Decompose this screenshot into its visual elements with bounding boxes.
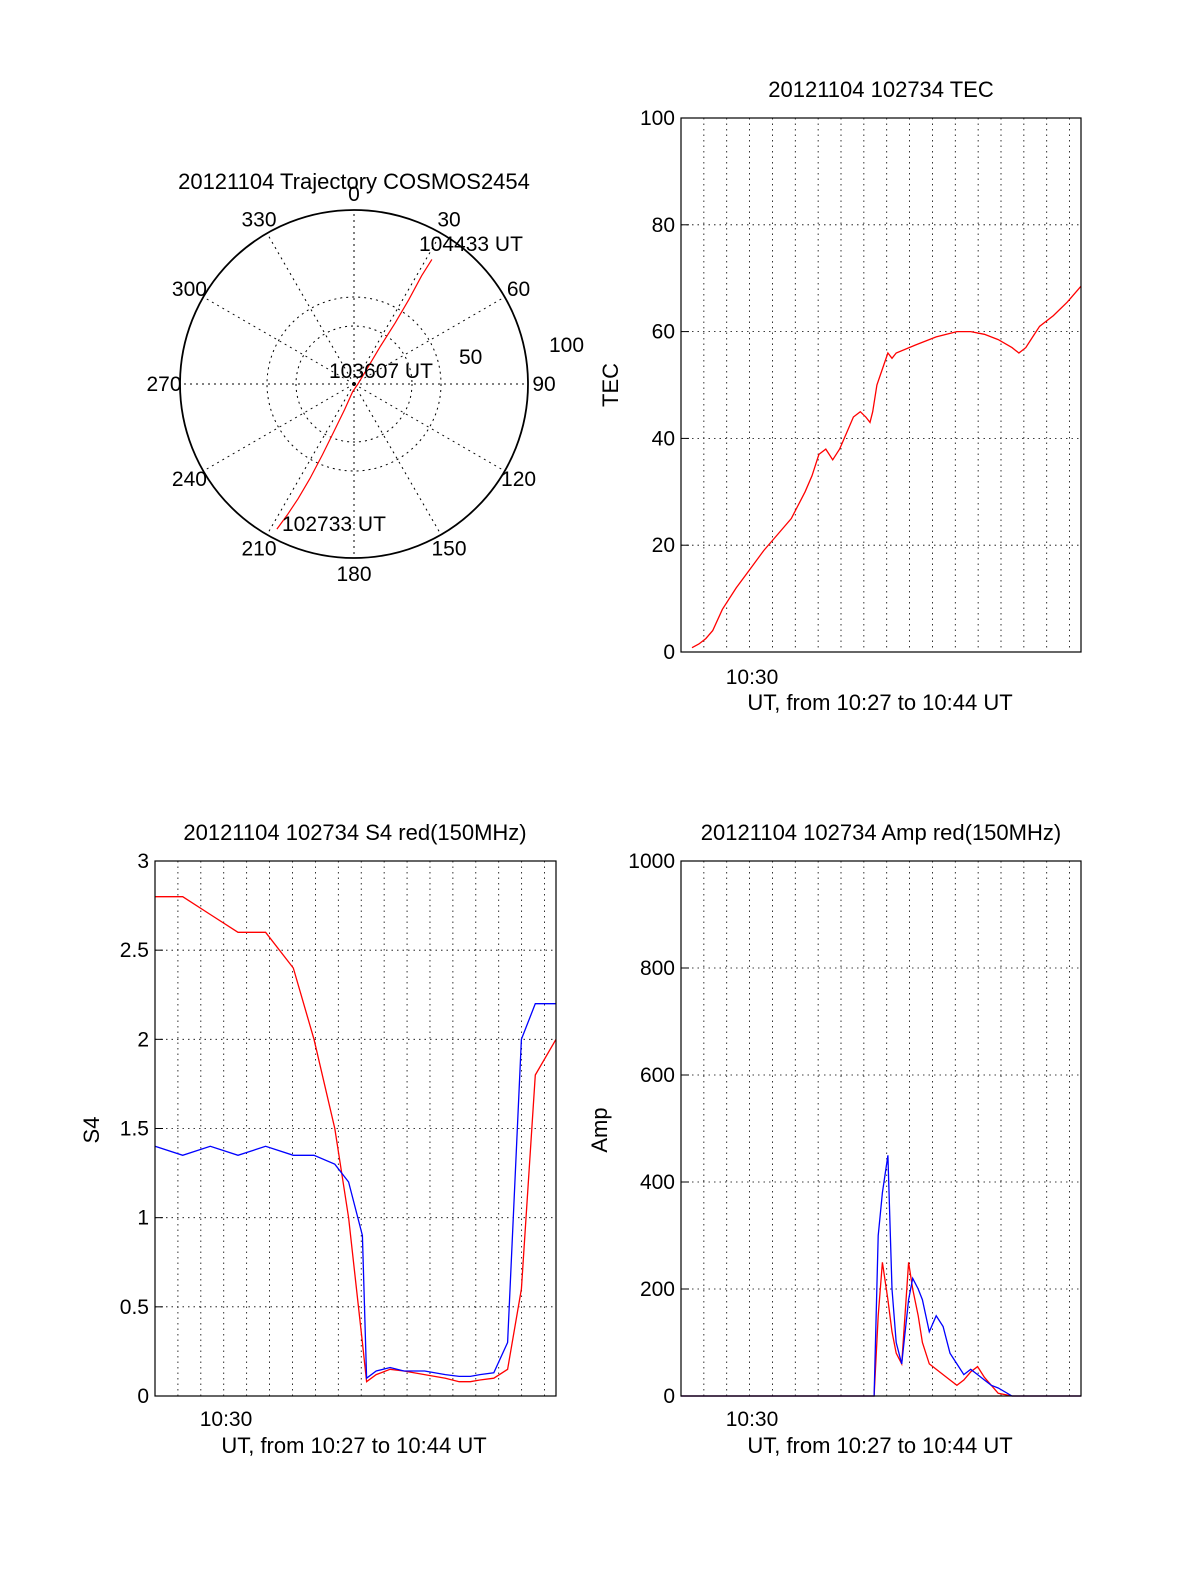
- x-axis-label: UT, from 10:27 to 10:44 UT: [747, 1433, 1012, 1458]
- trajectory-track: [276, 259, 433, 530]
- mid-time-label: 103607 UT: [329, 360, 433, 383]
- y-tick-label: 0.5: [120, 1296, 149, 1319]
- polar-grid-spoke: [266, 233, 355, 385]
- x-axis-label: UT, from 10:27 to 10:44 UT: [747, 690, 1012, 715]
- y-tick-label: 0: [663, 1385, 675, 1408]
- polar-grid-spoke: [203, 296, 355, 385]
- polar-grid-spoke: [203, 383, 355, 472]
- azimuth-label: 0: [348, 183, 360, 206]
- y-axis-label: TEC: [598, 363, 623, 407]
- azimuth-label: 60: [507, 278, 530, 301]
- azimuth-label: 270: [146, 373, 181, 396]
- azimuth-label: 210: [241, 538, 276, 561]
- y-axis-label: S4: [79, 1117, 104, 1144]
- trajectory-polar-chart: 20121104 Trajectory COSMOS2454 0 30 60 90 12…: [146, 169, 584, 586]
- polar-grid-spoke: [353, 296, 505, 385]
- y-tick-label: 200: [640, 1278, 675, 1301]
- y-tick-label: 1.5: [120, 1118, 149, 1141]
- series-line-1: [154, 1003, 556, 1380]
- y-tick-label: 3: [137, 850, 149, 873]
- radial-label-100: 100: [549, 334, 584, 357]
- azimuth-label: 240: [172, 468, 207, 491]
- azimuth-label: 180: [336, 563, 371, 586]
- x-tick-label: 10:30: [200, 1408, 253, 1431]
- y-tick-label: 1: [137, 1207, 149, 1230]
- y-tick-label: 20: [652, 534, 675, 557]
- tec-chart: 20121104 102734 TEC TEC UT, from 10:27 t…: [598, 77, 1082, 715]
- x-axis-label: UT, from 10:27 to 10:44 UT: [221, 1433, 486, 1458]
- azimuth-label: 120: [501, 468, 536, 491]
- plot-frame: [680, 860, 1082, 1397]
- y-tick-label: 80: [652, 214, 675, 237]
- series-line-0: [681, 1262, 1081, 1397]
- y-tick-label: 600: [640, 1064, 675, 1087]
- chart-title: 20121104 102734 TEC: [768, 77, 994, 102]
- y-tick-label: 60: [652, 321, 675, 344]
- y-tick-label: 0: [663, 641, 675, 664]
- y-tick-label: 40: [652, 427, 675, 450]
- s4-chart: 20121104 102734 S4 red(150MHz) S4 UT, fr…: [79, 820, 557, 1458]
- y-tick-label: 2.5: [120, 939, 149, 962]
- chart-title: 20121104 102734 S4 red(150MHz): [183, 820, 526, 845]
- y-tick-label: 0: [137, 1385, 149, 1408]
- series-line-0: [691, 285, 1082, 649]
- y-axis-label: Amp: [587, 1107, 612, 1152]
- chart-title: 20121104 Trajectory COSMOS2454: [178, 169, 530, 194]
- azimuth-label: 30: [437, 208, 460, 231]
- plot-frame: [680, 117, 1082, 653]
- polar-grid-spoke: [266, 383, 355, 535]
- y-tick-label: 100: [640, 107, 675, 130]
- x-tick-label: 10:30: [726, 1408, 779, 1431]
- end-time-label: 104433 UT: [419, 233, 523, 256]
- polar-grid-spoke: [353, 383, 442, 535]
- polar-grid-circle: [295, 325, 413, 443]
- y-tick-label: 2: [137, 1028, 149, 1051]
- polar-grid-spoke: [353, 233, 442, 385]
- azimuth-label: 300: [172, 278, 207, 301]
- y-tick-label: 400: [640, 1171, 675, 1194]
- plot-frame: [154, 860, 557, 1397]
- y-tick-label: 1000: [628, 850, 675, 873]
- polar-outer-circle: [179, 209, 529, 559]
- x-tick-label: 10:30: [726, 666, 779, 689]
- azimuth-label: 150: [431, 538, 466, 561]
- series-line-1: [681, 1155, 1081, 1397]
- polar-grid-circle: [266, 296, 442, 472]
- amp-chart: 20121104 102734 Amp red(150MHz) Amp UT, …: [587, 820, 1082, 1458]
- polar-grid-spoke: [353, 383, 505, 472]
- azimuth-label: 330: [241, 208, 276, 231]
- y-tick-label: 800: [640, 957, 675, 980]
- start-time-label: 102733 UT: [282, 513, 386, 536]
- radial-label-50: 50: [459, 346, 482, 369]
- chart-title: 20121104 102734 Amp red(150MHz): [701, 820, 1061, 845]
- polar-grid: [180, 210, 528, 558]
- azimuth-label: 90: [532, 373, 555, 396]
- azimuth-labels: 0 30 60 90 120 150 180 210 240 270 300 330: [146, 183, 555, 586]
- series-line-0: [155, 896, 557, 1383]
